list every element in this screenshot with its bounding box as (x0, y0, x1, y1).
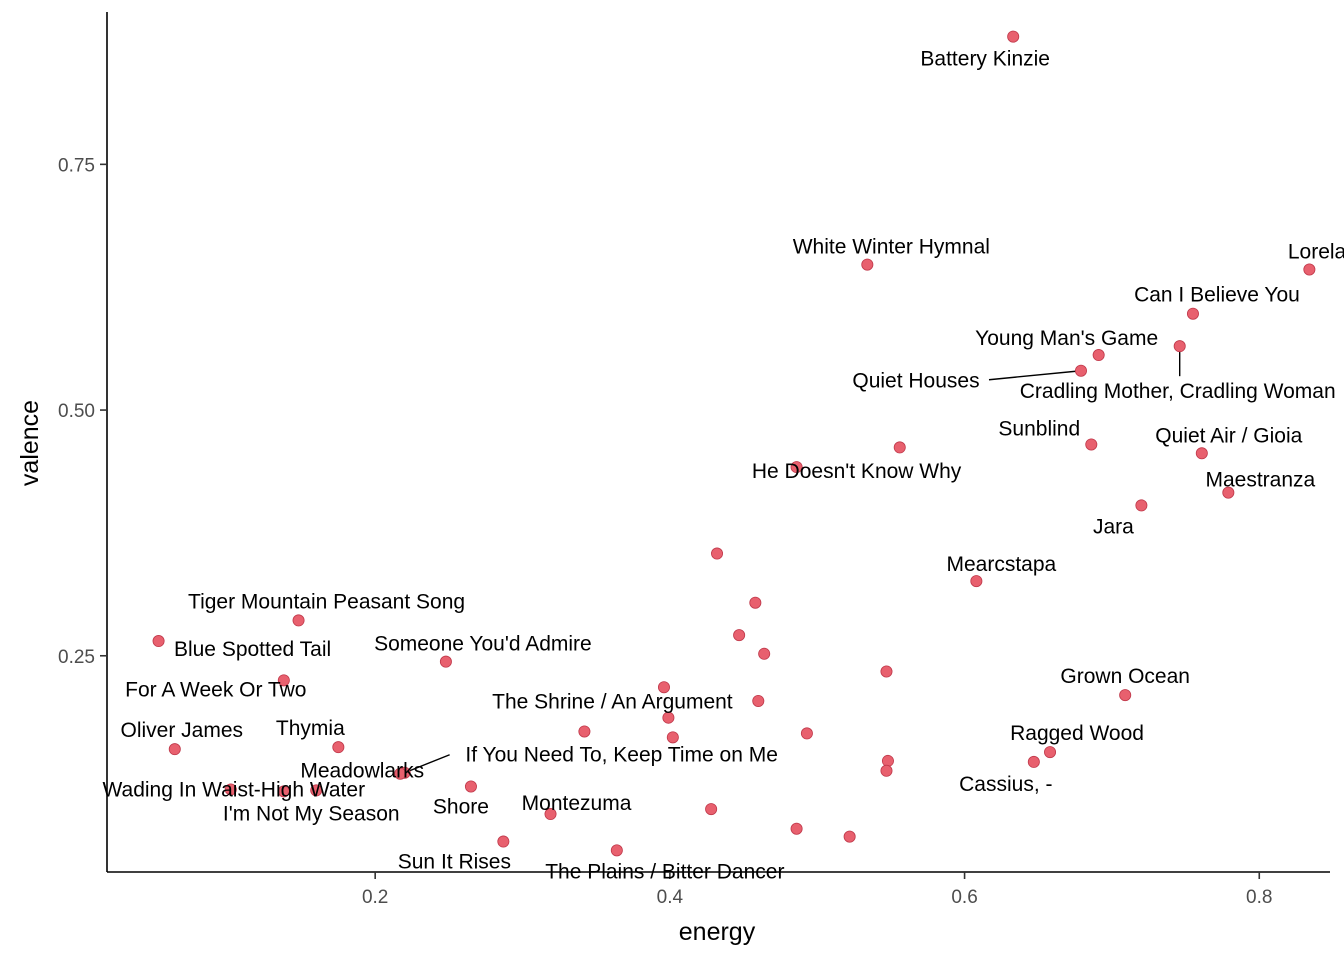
point-label: Lorelai (1288, 241, 1344, 264)
data-point (310, 784, 323, 797)
data-point (277, 674, 290, 687)
data-point (1303, 263, 1316, 276)
data-point (1119, 689, 1132, 702)
point-label: If You Need To, Keep Time on Me (465, 744, 778, 767)
data-point (790, 461, 803, 474)
data-point (749, 596, 762, 609)
data-point (439, 655, 452, 668)
x-axis-title: energy (679, 918, 756, 946)
point-label: Quiet Air / Gioia (1155, 424, 1302, 447)
point-label: The Plains / Bitter Dancer (545, 860, 784, 883)
data-point (1044, 746, 1057, 759)
data-point (1027, 755, 1040, 768)
point-label: Shore (433, 795, 489, 818)
data-point (394, 767, 407, 780)
point-label: Wading In Waist-High Water (102, 778, 365, 801)
data-point (861, 258, 874, 271)
data-point (292, 614, 305, 627)
point-label: Battery Kinzie (920, 48, 1050, 71)
y-tick-label: 0.75 (58, 155, 95, 176)
data-points (152, 30, 1316, 857)
point-label: Jara (1093, 515, 1134, 538)
point-label: Mearcstapa (947, 553, 1057, 576)
point-label: Maestranza (1205, 469, 1315, 492)
point-label: The Shrine / An Argument (492, 691, 733, 714)
x-tick-label: 0.6 (951, 887, 977, 908)
data-point (800, 727, 813, 740)
point-label: Young Man's Game (975, 327, 1158, 350)
data-point (843, 830, 856, 843)
data-point (893, 441, 906, 454)
data-point (1186, 307, 1199, 320)
data-point (711, 547, 724, 560)
point-label: Someone You'd Admire (374, 633, 592, 656)
point-label: Can I Believe You (1134, 284, 1300, 307)
data-point (497, 835, 510, 848)
data-point (1173, 340, 1186, 353)
data-point (224, 783, 237, 796)
data-point (1135, 499, 1148, 512)
data-point (277, 785, 290, 798)
data-point (790, 822, 803, 835)
data-point (464, 780, 477, 793)
data-point (578, 725, 591, 738)
data-point (152, 635, 165, 648)
data-point (880, 764, 893, 777)
y-tick-label: 0.25 (58, 647, 95, 668)
data-point (1092, 349, 1105, 362)
point-label: Tiger Mountain Peasant Song (188, 590, 465, 613)
data-point (705, 803, 718, 816)
data-point (733, 629, 746, 642)
data-point (1085, 438, 1098, 451)
point-label: Cassius, - (959, 773, 1052, 796)
data-point (1007, 30, 1020, 43)
point-label: Sunblind (998, 417, 1080, 440)
point-label: Montezuma (522, 792, 632, 815)
x-tick-label: 0.4 (657, 887, 684, 908)
data-point (1195, 447, 1208, 460)
data-point (657, 681, 670, 694)
point-label: For A Week Or Two (125, 678, 306, 701)
data-point (332, 741, 345, 754)
point-labels: Battery Kinzie White Winter Hymnal Lorelai… (102, 48, 1344, 884)
leader-line (404, 754, 450, 774)
point-label: Oliver James (121, 719, 244, 742)
data-point (1074, 364, 1087, 377)
data-point (752, 694, 765, 707)
y-axis-title: valence (16, 400, 44, 486)
data-point (662, 711, 675, 724)
point-label: White Winter Hymnal (793, 236, 990, 259)
data-point (758, 647, 771, 660)
data-point (881, 754, 894, 767)
point-label: Ragged Wood (1010, 722, 1144, 745)
y-axis: 0.25 0.50 0.75 (58, 12, 108, 872)
point-label: Meadowlarks (300, 760, 424, 783)
point-label: Blue Spotted Tail (174, 638, 331, 661)
data-point (970, 575, 983, 588)
x-tick-label: 0.2 (362, 887, 388, 908)
x-tick-label: 0.8 (1246, 887, 1272, 908)
data-point (544, 808, 557, 821)
data-point (168, 743, 181, 756)
point-label: I'm Not My Season (223, 802, 400, 825)
point-label: Grown Ocean (1060, 665, 1190, 688)
y-tick-label: 0.50 (58, 401, 95, 422)
data-point (880, 665, 893, 678)
leader-line (988, 370, 1082, 381)
data-point (666, 731, 679, 744)
x-axis: 0.2 0.4 0.6 0.8 (107, 871, 1330, 908)
point-label: Sun It Rises (398, 851, 511, 874)
data-point (610, 844, 623, 857)
point-label: Thymia (276, 717, 345, 740)
point-label: Quiet Houses (852, 370, 979, 393)
point-label: Cradling Mother, Cradling Woman (1020, 380, 1336, 403)
data-point (1222, 486, 1235, 499)
point-label: He Doesn't Know Why (752, 460, 962, 483)
